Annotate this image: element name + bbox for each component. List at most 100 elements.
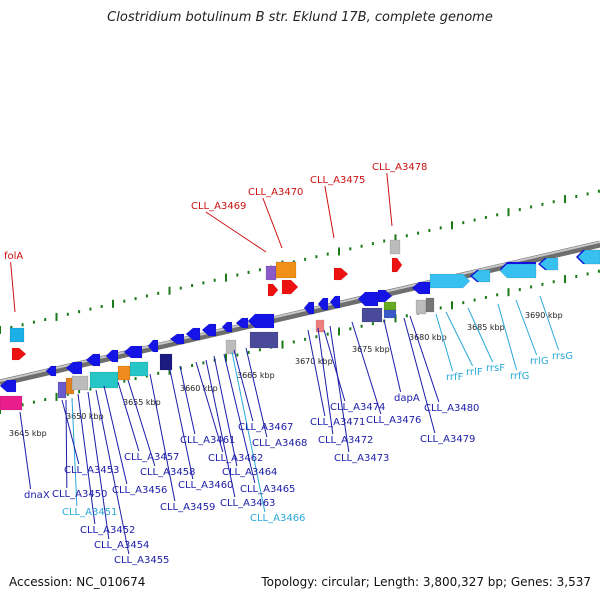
gene-arrow [11, 347, 27, 361]
leader-line [179, 365, 196, 435]
gene-label-cll_a3479: CLL_A3479 [420, 434, 475, 445]
leader-line [87, 391, 110, 540]
gene-block [9, 327, 25, 343]
rrna-arrow [499, 263, 537, 279]
map-title: Clostridium botulinum B str. Eklund 17B,… [107, 10, 493, 25]
scale-label: 3645 kbp [9, 429, 47, 438]
gene-arrow [377, 289, 393, 303]
gene-block [71, 375, 89, 391]
gene-label-cll_a3476: CLL_A3476 [366, 415, 421, 426]
leader-line [205, 211, 267, 253]
rrna-arrow [539, 257, 559, 271]
gene-label-cll_a3474: CLL_A3474 [330, 402, 385, 413]
gene-arrow [267, 283, 279, 297]
gene-label-cll_a3463: CLL_A3463 [220, 498, 275, 509]
gene-block [0, 395, 23, 411]
gene-label-rrlg: rrlG [530, 356, 549, 367]
inner-tick-track [0, 269, 600, 414]
gene-arrow [85, 353, 101, 367]
gene-arrow [235, 317, 249, 329]
leader-line [103, 385, 128, 485]
gene-arrow [65, 361, 83, 375]
leader-line [262, 197, 283, 249]
leader-line [195, 361, 224, 453]
gene-block [225, 339, 237, 355]
rrna-arrow [429, 273, 471, 289]
leader-line [71, 397, 78, 507]
gene-block [425, 297, 435, 313]
gene-arrow [247, 313, 275, 329]
gene-label-dnax: dnaX [24, 490, 50, 501]
gene-arrow [317, 297, 329, 311]
gene-block [415, 299, 427, 315]
gene-label-cll_a3464: CLL_A3464 [222, 467, 277, 478]
gene-label-cll_a3465: CLL_A3465 [240, 484, 295, 495]
gene-label-cll_a3454: CLL_A3454 [94, 540, 149, 551]
leader-line [213, 355, 238, 467]
leader-line [435, 313, 454, 372]
gene-label-dapa: dapA [394, 393, 420, 404]
gene-arrow [281, 279, 299, 295]
leader-line [10, 261, 16, 313]
leader-line [324, 185, 335, 239]
gene-label-cll_a3480: CLL_A3480 [424, 403, 479, 414]
gene-block [383, 301, 397, 311]
gene-block [389, 239, 401, 255]
leader-line [467, 307, 494, 363]
leader-line [386, 172, 393, 227]
gene-arrow [147, 339, 159, 353]
scale-label: 3665 kbp [237, 371, 275, 380]
gene-label-fola: folA [4, 251, 23, 262]
scale-label: 3660 kbp [180, 384, 218, 393]
label-leader-lines [10, 172, 560, 555]
gene-arrow [169, 333, 185, 345]
accession-text: Accession: NC_010674 [9, 575, 146, 589]
gene-block [249, 331, 279, 349]
gene-label-cll_a3468: CLL_A3468 [252, 438, 307, 449]
gene-arrow [45, 365, 57, 377]
gene-label-cll_a3469: CLL_A3469 [191, 201, 246, 212]
gene-block [275, 261, 297, 279]
gene-label-cll_a3473: CLL_A3473 [334, 453, 389, 464]
gene-block [265, 265, 277, 281]
gene-label-rrff: rrfF [446, 372, 464, 383]
gene-arrow [391, 257, 403, 273]
gene-arrow [333, 267, 349, 281]
leader-line [317, 327, 334, 435]
leader-line [351, 321, 382, 415]
leader-line [223, 353, 256, 484]
gene-block [159, 353, 173, 371]
leader-line [307, 329, 326, 417]
gene-label-rrfg: rrfG [510, 371, 529, 382]
leader-line [149, 373, 176, 502]
gene-block [89, 371, 119, 389]
leader-line [515, 299, 538, 356]
gene-label-cll_a3459: CLL_A3459 [160, 502, 215, 513]
gene-label-cll_a3467: CLL_A3467 [238, 422, 293, 433]
gene-label-cll_a3472: CLL_A3472 [318, 435, 373, 446]
gene-label-cll_a3452: CLL_A3452 [80, 525, 135, 536]
leader-line [245, 347, 268, 438]
leader-line [127, 379, 156, 467]
leader-line [61, 399, 80, 465]
leader-line [497, 303, 518, 371]
gene-arrow [123, 345, 143, 359]
leader-line [383, 319, 402, 393]
gene-label-cll_a3462: CLL_A3462 [208, 453, 263, 464]
leader-line [205, 359, 236, 498]
gene-label-cll_a3470: CLL_A3470 [248, 187, 303, 198]
gene-label-cll_a3455: CLL_A3455 [114, 555, 169, 566]
leader-line [329, 325, 350, 453]
gene-arrow [201, 323, 217, 337]
leader-line [323, 329, 346, 402]
scale-label: 3680 kbp [409, 333, 447, 342]
gene-arrow [185, 327, 201, 341]
gene-arrow [0, 379, 17, 393]
rrna-arrow [471, 269, 491, 283]
gene-arrow [329, 295, 341, 309]
gene-label-rrsf: rrsF [486, 363, 505, 374]
gene-label-cll_a3475: CLL_A3475 [310, 175, 365, 186]
leader-line [169, 369, 194, 480]
scale-label: 3675 kbp [352, 345, 390, 354]
